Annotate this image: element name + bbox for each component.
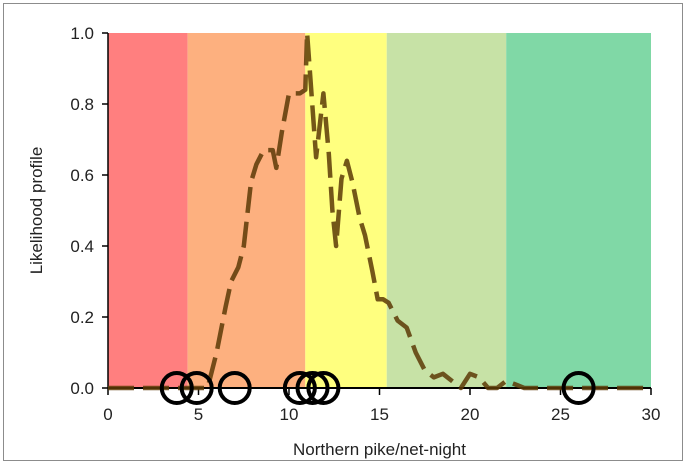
- y-tick-label: 0.2: [70, 308, 94, 327]
- y-ticks: 0.0 0.2 0.4 0.6 0.8 1.0: [70, 24, 108, 398]
- observation-marker: [179, 371, 214, 405]
- background-band-5: [506, 33, 651, 388]
- y-tick-label: 0.4: [70, 237, 94, 256]
- y-tick-label: 1.0: [70, 24, 94, 43]
- x-tick-label: 30: [642, 405, 661, 424]
- x-tick-label: 10: [280, 405, 299, 424]
- x-tick-label: 20: [461, 405, 480, 424]
- observation-marker: [306, 371, 341, 405]
- x-tick-label: 0: [103, 405, 112, 424]
- observation-marker: [282, 371, 317, 405]
- observation-marker: [217, 371, 252, 405]
- background-bands: [108, 33, 651, 388]
- likelihood-series-line: [108, 30, 651, 391]
- y-axis-label: Likelihood profile: [27, 147, 46, 275]
- background-band-3: [305, 33, 387, 388]
- y-tick-label: 0.0: [70, 379, 94, 398]
- observation-marker: [295, 371, 330, 405]
- background-band-1: [108, 33, 188, 388]
- x-tick-label: 15: [370, 405, 389, 424]
- series-lines: [108, 30, 651, 391]
- x-axis-label: Northern pike/net-night: [293, 440, 466, 459]
- x-tick-label: 25: [551, 405, 570, 424]
- observation-markers: [159, 371, 596, 405]
- x-ticks: 0 5 10 15 20 25 30: [103, 388, 660, 424]
- y-tick-label: 0.6: [70, 166, 94, 185]
- y-tick-label: 0.8: [70, 95, 94, 114]
- observation-marker: [561, 371, 596, 405]
- x-tick-label: 5: [194, 405, 203, 424]
- observation-marker: [159, 371, 194, 405]
- background-band-4: [386, 33, 507, 388]
